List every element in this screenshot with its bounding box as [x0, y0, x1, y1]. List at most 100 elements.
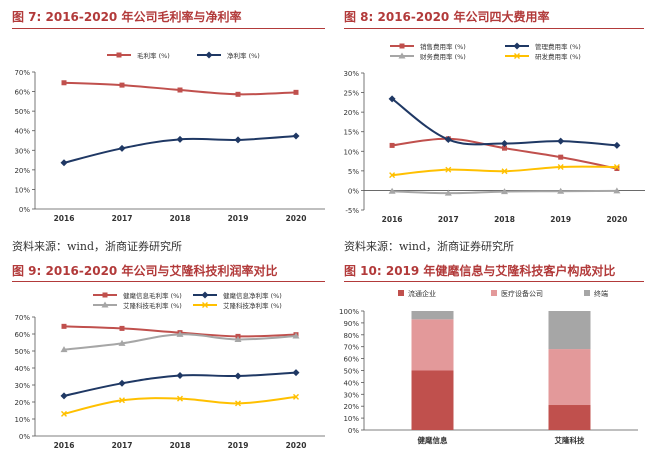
- chart4-y-tick-6: 60%: [343, 356, 359, 364]
- chart3-x-tick-2: 2018: [170, 441, 191, 450]
- chart1-series-1-point-0: [60, 159, 68, 167]
- chart1-series-0-point-3: [235, 91, 241, 97]
- chart1-x-tick-3: 2019: [228, 214, 249, 223]
- chart2-x-tick-2: 2018: [494, 215, 515, 224]
- chart2-series-line-1: [391, 98, 617, 147]
- chart2-legend-marker-3: [514, 53, 520, 59]
- chart1-series-1-point-3: [234, 136, 242, 144]
- chart2-y-tick-2: 5%: [348, 168, 359, 176]
- chart1-y-tick-5: 50%: [14, 108, 30, 116]
- chart2-title-rule: [344, 28, 644, 29]
- chart4-y-tick-3: 30%: [343, 391, 359, 399]
- chart4-bar-1-0: [548, 405, 591, 430]
- chart1-legend-label-0: 毛利率 (%): [137, 51, 170, 60]
- chart3-legend-label-2: 艾隆科技毛利率 (%): [123, 301, 182, 310]
- chart2-title: 图 8: 2016-2020 年公司四大费用率: [344, 10, 550, 24]
- chart3-series-1-point-1: [118, 379, 126, 387]
- chart2-y-tick-4: 15%: [343, 129, 359, 137]
- chart2-series-2-point-2: [501, 188, 508, 195]
- chart3-series-2-point-0: [60, 346, 68, 353]
- chart3-legend-label-1: 健麾信息净利率 (%): [223, 291, 282, 300]
- chart1-series-0-point-1: [119, 82, 125, 88]
- chart2-series-3-point-1: [445, 166, 452, 173]
- chart4-bar-0-0: [411, 370, 454, 430]
- chart4-x-tick-0: 健麾信息: [418, 435, 448, 445]
- chart2-series-1-point-0: [388, 95, 396, 103]
- chart3-y-tick-4: 40%: [14, 365, 30, 373]
- chart1-x-tick-0: 2016: [54, 214, 75, 223]
- chart1-legend-marker-0: [116, 52, 122, 58]
- chart2-y-tick-7: 30%: [343, 70, 359, 78]
- chart2-series-1-point-2: [501, 139, 508, 147]
- chart3-x-tick-4: 2020: [286, 441, 307, 450]
- chart3-series-2-point-3: [234, 335, 242, 342]
- chart3-x-tick-1: 2017: [112, 441, 133, 450]
- chart3-series-2-point-2: [176, 330, 184, 337]
- chart2-legend-label-1: 管理费用率 (%): [535, 42, 581, 51]
- chart4-title: 图 10: 2019 年健麾信息与艾隆科技客户构成对比: [344, 264, 616, 278]
- chart3-legend-marker-3: [202, 302, 208, 308]
- chart2-series-0-point-3: [558, 154, 564, 160]
- chart2-svg: 销售费用率 (%) 管理费用率 (%) 财务费用率 (%) 研发费用率 (%) -5% 0…: [343, 42, 645, 224]
- chart4-legend-swatch-1: [491, 290, 497, 296]
- chart4-bar-1-2: [548, 311, 591, 350]
- chart2-series-3-point-0: [389, 172, 396, 179]
- chart4-y-tick-7: 70%: [343, 344, 359, 352]
- chart2-series-3-point-4: [613, 163, 620, 170]
- chart3-series-3-point-4: [293, 393, 299, 400]
- chart4-bar-1-1: [548, 349, 591, 406]
- chart3-series-1-point-4: [292, 369, 300, 377]
- chart4-y-tick-2: 20%: [343, 403, 359, 411]
- chart2-y-tick-5: 20%: [343, 109, 359, 117]
- chart4-x-tick-1: 艾隆科技: [555, 435, 585, 445]
- chart1-x-tick-2: 2018: [170, 214, 191, 223]
- chart3-y-tick-1: 10%: [14, 416, 30, 424]
- chart1-source: 资料来源：wind，浙商证券研究所: [12, 240, 183, 253]
- chart3-y-tick-0: 0%: [19, 433, 30, 441]
- chart4-y-tick-8: 80%: [343, 332, 359, 340]
- chart4-y-tick-0: 0%: [348, 427, 359, 435]
- chart1-y-tick-0: 0%: [19, 206, 30, 214]
- chart4-y-tick-4: 40%: [343, 379, 359, 387]
- chart1-title-rule: [12, 28, 325, 29]
- chart3-series-1-point-2: [176, 371, 184, 379]
- chart3-legend-label-0: 健麾信息毛利率 (%): [123, 291, 182, 300]
- chart4-bar-0-1: [411, 319, 454, 371]
- chart3-series-1-point-3: [234, 372, 242, 380]
- chart3-legend-label-3: 艾隆科技净利率 (%): [223, 301, 282, 310]
- chart3-series-3-point-3: [235, 400, 241, 407]
- chart1-y-tick-6: 60%: [14, 89, 30, 97]
- chart3-y-tick-2: 20%: [14, 399, 30, 407]
- chart4-bar-0-2: [411, 311, 454, 320]
- chart3-y-tick-5: 50%: [14, 348, 30, 356]
- chart2-series-1-point-1: [444, 136, 452, 144]
- chart3-y-tick-3: 30%: [14, 382, 30, 390]
- chart1-y-tick-3: 30%: [14, 147, 30, 155]
- chart3-legend-marker-1: [201, 291, 209, 299]
- chart4-y-tick-10: 100%: [339, 308, 359, 316]
- chart3-x-tick-3: 2019: [228, 441, 249, 450]
- chart3-series-3-point-1: [119, 397, 125, 404]
- chart1-svg: 毛利率 (%) 净利率 (%) 0% 10% 20% 30% 40% 50% 60% 70% 201…: [14, 51, 325, 223]
- chart2-x-tick-0: 2016: [382, 215, 403, 224]
- chart4-legend-label-0: 流通企业: [408, 289, 436, 298]
- chart3-title: 图 9: 2016-2020 年公司与艾隆科技利润率对比: [12, 264, 278, 278]
- chart2-series-2-point-1: [444, 189, 452, 196]
- chart3-series-3-point-0: [61, 410, 67, 417]
- chart2-legend-label-0: 销售费用率 (%): [420, 42, 466, 51]
- chart1-series-1-point-2: [176, 135, 184, 143]
- chart2-legend-marker-1: [513, 42, 521, 50]
- chart4-svg: 流通企业 医疗设备公司 终端 0% 10% 20% 30% 40% 50% 60% 70% 80% 90…: [339, 289, 638, 445]
- chart4-y-tick-1: 10%: [343, 415, 359, 423]
- chart2-legend-marker-2: [398, 52, 406, 59]
- chart3-legend-marker-2: [101, 301, 109, 308]
- chart3-y-tick-6: 60%: [14, 331, 30, 339]
- chart2-y-tick-6: 25%: [343, 90, 359, 98]
- chart1-title: 图 7: 2016-2020 年公司毛利率与净利率: [12, 10, 242, 24]
- chart4-legend-label-1: 医疗设备公司: [501, 289, 543, 298]
- chart2-legend-label-2: 财务费用率 (%): [420, 52, 466, 61]
- chart1-x-tick-1: 2017: [112, 214, 133, 223]
- chart2-legend-marker-0: [399, 43, 405, 49]
- chart1-series-0-point-0: [61, 80, 67, 86]
- chart3-series-2-point-4: [292, 332, 300, 339]
